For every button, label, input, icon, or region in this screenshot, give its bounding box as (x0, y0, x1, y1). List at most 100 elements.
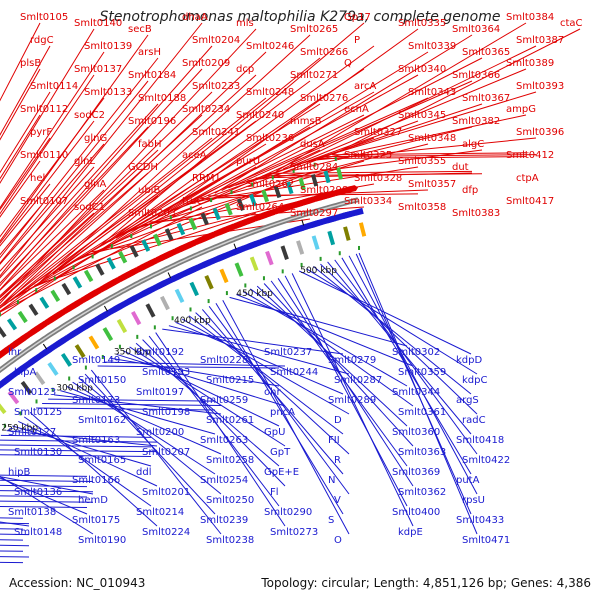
bottom-gene-label: Smlt0422 (462, 455, 510, 466)
reverse-gene-arrow (312, 218, 324, 227)
bottom-gene-label: Smlt0162 (78, 415, 126, 426)
top-label-connector (0, 189, 105, 291)
top-gene-label: Smlt0297 (290, 208, 338, 219)
feature-block (188, 217, 197, 231)
top-gene-label: Smlt0133 (84, 87, 132, 98)
bottom-gene-label: Smlt0471 (462, 535, 510, 546)
green-marker (334, 156, 337, 161)
bottom-gene-label: Smlt0192 (136, 347, 184, 358)
feature-block (236, 198, 245, 211)
top-label-connector (46, 57, 321, 279)
feature-block (311, 235, 320, 250)
top-label-connector (96, 22, 365, 249)
bottom-label-connector (175, 321, 344, 395)
bottom-label-connector (0, 495, 88, 498)
feature-block (141, 239, 151, 252)
feature-block (131, 310, 142, 326)
label-connector-lines (0, 22, 581, 564)
top-label-connector (0, 91, 213, 298)
top-gene-label: Smlt0248 (246, 87, 294, 98)
bottom-label-connector (12, 425, 152, 467)
top-gene-label: Smlt0110 (20, 150, 68, 161)
bottom-gene-label: Smlt0261 (206, 415, 254, 426)
top-gene-label: mmsB (290, 116, 322, 127)
top-label-connector (0, 28, 95, 184)
top-gene-label: Smlt0389 (506, 58, 554, 69)
forward-gene-arrow (305, 196, 318, 205)
bottom-label-connector (54, 394, 222, 415)
green-marker (51, 387, 54, 392)
bottom-gene-label: S (328, 515, 334, 526)
forward-gene-arrow (147, 257, 160, 267)
top-gene-label: Q (344, 58, 352, 69)
green-marker (244, 283, 247, 288)
feature-block (273, 185, 282, 199)
top-label-connector (3, 97, 267, 306)
green-marker (262, 276, 265, 281)
top-label-connector (0, 28, 257, 305)
bottom-gene-label: lhr (8, 347, 22, 358)
top-label-connector (0, 137, 51, 211)
reverse-gene-arrow (296, 223, 309, 232)
bottom-label-connector (6, 430, 158, 447)
top-gene-label: P (354, 35, 360, 46)
kbp-tick-mark (103, 305, 108, 312)
bottom-gene-label: FII (328, 435, 340, 446)
top-gene-label: sodC1 (74, 202, 105, 213)
bottom-label-connector (116, 353, 286, 407)
bottom-label-connector (195, 312, 350, 455)
bottom-label-connector (0, 533, 30, 536)
top-gene-label: Smlt0203 (128, 208, 176, 219)
top-gene-label: Smlt0340 (398, 64, 446, 75)
feature-block (174, 288, 185, 304)
top-label-connector (0, 51, 105, 209)
top-label-connector (0, 166, 95, 272)
top-label-connector (161, 51, 429, 217)
forward-gene-arrow (265, 209, 277, 218)
bottom-label-connector (60, 390, 216, 435)
bottom-gene-label: Smlt0254 (200, 475, 248, 486)
bottom-label-connector (23, 416, 152, 507)
bottom-gene-label: D (334, 415, 342, 426)
bottom-label-connector (0, 544, 30, 547)
top-label-connector (0, 51, 267, 308)
reverse-gene-arrow (328, 214, 340, 223)
top-label-connector (324, 154, 537, 158)
top-label-connector (83, 195, 321, 256)
bottom-gene-label: Smlt0228 (200, 355, 248, 366)
bottom-label-connector (122, 350, 280, 427)
feature-block (61, 282, 72, 296)
feature-block (60, 352, 73, 367)
bottom-label-connector (29, 412, 158, 527)
bottom-gene-label: Smlt0193 (142, 367, 190, 378)
bottom-label-connector (66, 385, 222, 455)
feature-block (200, 212, 209, 226)
bottom-gene-label: GpE+E (264, 467, 299, 478)
feature-block (323, 170, 331, 184)
green-marker (292, 168, 295, 173)
forward-gene-arrow (225, 223, 237, 233)
feature-block (47, 362, 59, 376)
feature-block (224, 202, 233, 216)
top-label-connector (174, 97, 429, 211)
forward-gene-arrow (167, 248, 179, 258)
bottom-label-connector (90, 369, 222, 535)
bottom-gene-label: Smlt0289 (328, 395, 376, 406)
bottom-label-connector (162, 328, 344, 355)
top-label-connector (331, 152, 527, 156)
green-marker (35, 288, 38, 293)
top-gene-label: algC (462, 139, 484, 150)
top-gene-label: Smlt0246 (246, 41, 294, 52)
top-label-connector (0, 74, 95, 215)
top-gene-label: GCDH (128, 162, 158, 173)
top-label-connector (0, 114, 41, 180)
bottom-gene-label: Smlt0244 (270, 367, 318, 378)
forward-gene-arrow (110, 277, 122, 287)
bottom-gene-label: Smlt0369 (392, 467, 440, 478)
forward-gene-arrow (205, 231, 218, 241)
bottom-gene-label: Smlt0123 (8, 387, 56, 398)
kbp-tick-mark (42, 343, 48, 350)
feature-block (343, 226, 351, 241)
kbp-tick-label: 400 kbp (174, 316, 211, 326)
bottom-label-connector (291, 273, 414, 527)
